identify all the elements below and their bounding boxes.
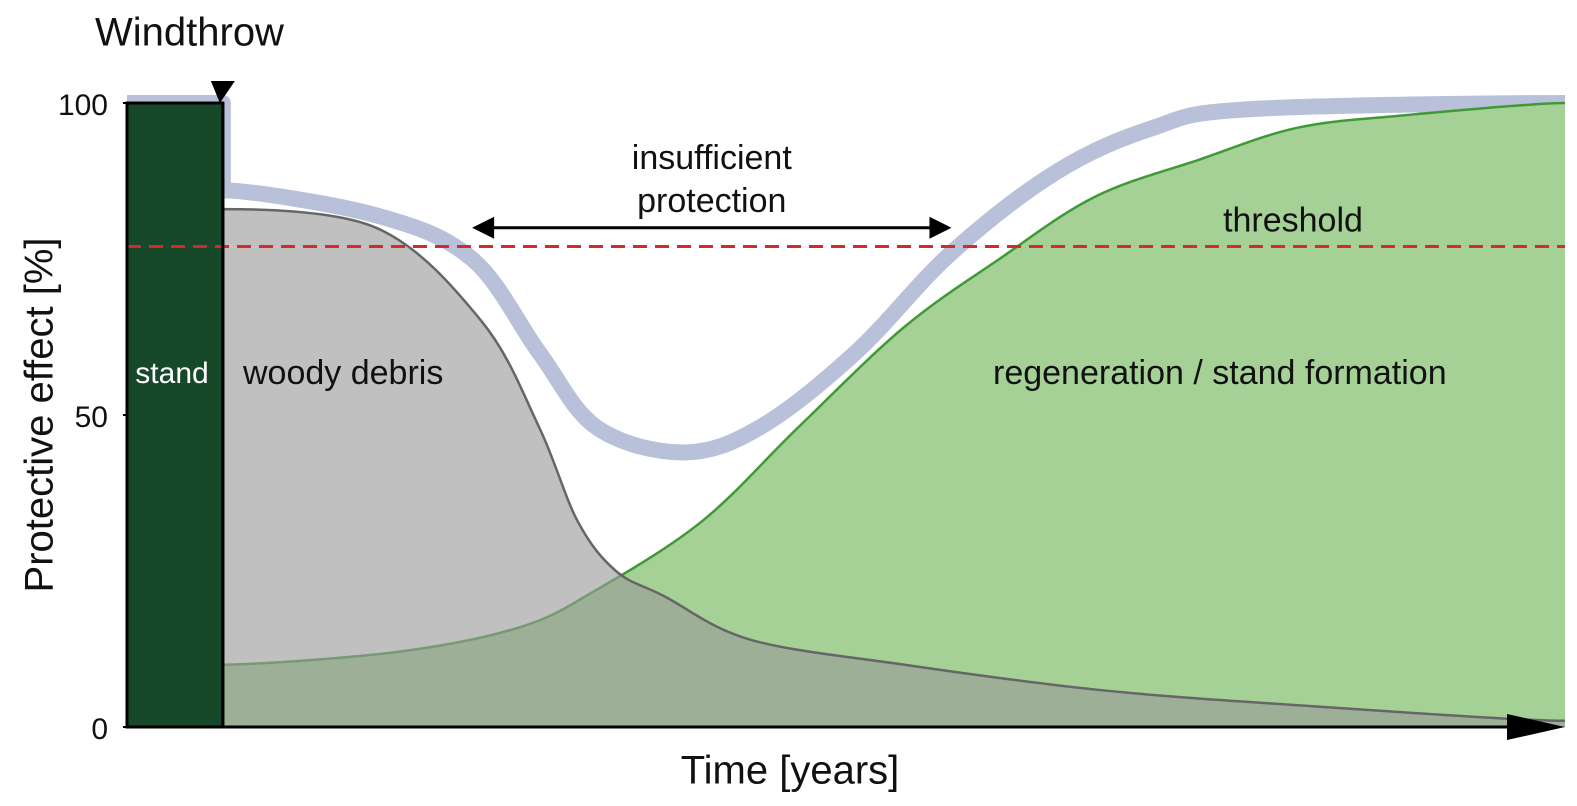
y-tick-label: 0: [91, 713, 108, 746]
area-line: [222, 207, 1566, 723]
total-protection-band: [127, 94, 1566, 461]
series-label: stand: [135, 357, 208, 390]
gap-label: insufficient: [632, 139, 793, 177]
gap-label: protection: [637, 182, 786, 220]
series-label: woody debris: [242, 354, 443, 392]
gap-arrowhead: [929, 216, 952, 239]
series-label: regeneration / stand formation: [993, 354, 1447, 392]
windthrow-marker: [210, 81, 235, 103]
area: [222, 209, 1565, 727]
y-axis-label: Protective effect [%]: [18, 238, 62, 593]
y-tick-label: 100: [58, 89, 108, 122]
x-axis-label: Time [years]: [681, 749, 900, 793]
bar: [125, 101, 225, 729]
y-tick-label: 50: [75, 401, 108, 434]
area: [222, 103, 1565, 727]
x-axis-arrow: [1507, 714, 1565, 740]
threshold-label: threshold: [1223, 202, 1363, 240]
chart-title: Windthrow: [95, 11, 284, 55]
gap-arrowhead: [472, 216, 495, 239]
